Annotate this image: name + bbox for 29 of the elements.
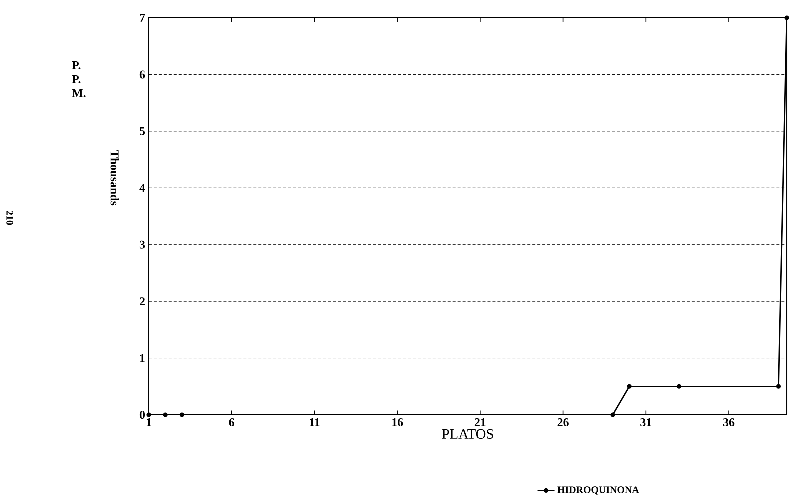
y-tick-label: 6: [140, 70, 146, 79]
y-tick-label: 2: [140, 298, 145, 306]
y-tick-label: 4: [140, 184, 146, 192]
x-tick-label: 36: [723, 418, 735, 427]
point: [677, 384, 682, 389]
point: [610, 412, 616, 418]
x-axis-title: PLATOS: [442, 429, 494, 440]
y-tick-label: 3: [140, 240, 146, 249]
point: [627, 384, 632, 389]
legend-label: HIDROQUINONA: [558, 486, 640, 495]
point: [776, 384, 782, 389]
point: [146, 412, 152, 418]
x-tick-label: 16: [392, 418, 404, 427]
y-tick-label: 7: [140, 14, 146, 22]
point: [180, 412, 184, 418]
x-tick-label: 26: [558, 418, 569, 427]
y-tick-label: 0: [140, 410, 146, 420]
x-tick-label: 6: [229, 418, 234, 427]
y-axis-title: P. P. M.: [72, 62, 86, 98]
point: [163, 412, 168, 418]
text: Thousands: [110, 150, 120, 206]
x-tick-label: 21: [474, 418, 486, 426]
text: 210: [6, 210, 14, 226]
point: [784, 16, 789, 20]
x-tick-label: 31: [640, 418, 652, 427]
y-tick-label: 1: [140, 354, 145, 362]
y-tick-label: 5: [140, 127, 146, 136]
x-tick-label: 11: [310, 418, 320, 426]
x-tick-label: 1: [146, 418, 152, 426]
